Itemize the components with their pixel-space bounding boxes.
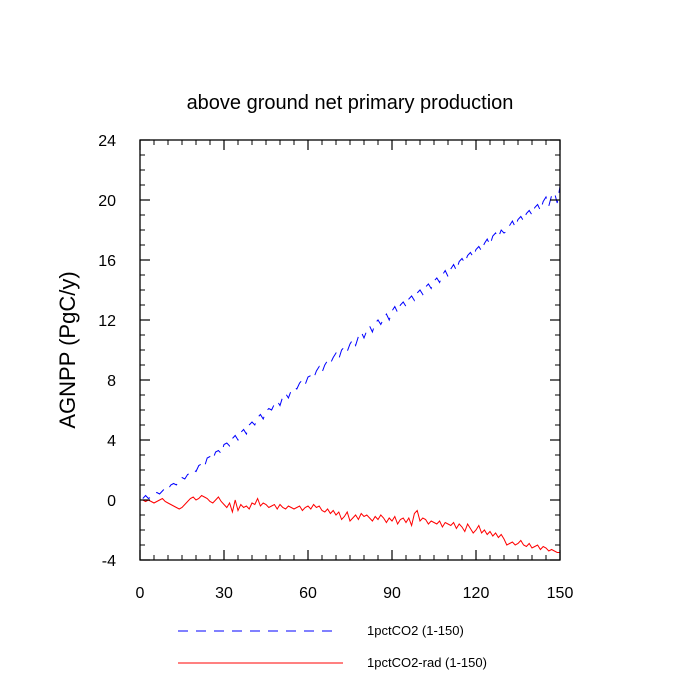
chart-title: above ground net primary production xyxy=(187,92,514,114)
x-tick-label: 150 xyxy=(547,585,574,602)
x-tick-label: 30 xyxy=(215,585,233,602)
y-axis-label: AGNPP (PgC/y) xyxy=(55,271,80,428)
y-tick-label: 24 xyxy=(98,133,116,150)
y-tick-label: 16 xyxy=(98,253,116,270)
series-line-1pctco2-rad xyxy=(142,494,560,553)
y-tick-label: 8 xyxy=(107,373,116,390)
x-tick-label: 60 xyxy=(299,585,317,602)
axes-layer: 0 30 60 90 120 150 -4 0 4 8 12 16 20 24 xyxy=(98,133,573,602)
legend-label-1pctco2-rad: 1pctCO2-rad (1-150) xyxy=(367,655,487,670)
x-tick-label: 90 xyxy=(383,585,401,602)
plot-frame xyxy=(139,139,561,561)
legend-label-1pctco2: 1pctCO2 (1-150) xyxy=(367,623,464,638)
y-tick-label: 12 xyxy=(98,313,116,330)
series-line-1pctco2 xyxy=(142,186,561,500)
series-layer xyxy=(142,186,561,553)
legend: 1pctCO2 (1-150) 1pctCO2-rad (1-150) xyxy=(178,623,487,670)
y-tick-label: -4 xyxy=(102,553,116,570)
y-tick-label: 0 xyxy=(107,493,116,510)
x-tick-label: 0 xyxy=(136,585,145,602)
y-tick-label: 20 xyxy=(98,193,116,210)
x-tick-label: 120 xyxy=(463,585,490,602)
y-tick-label: 4 xyxy=(107,433,116,450)
